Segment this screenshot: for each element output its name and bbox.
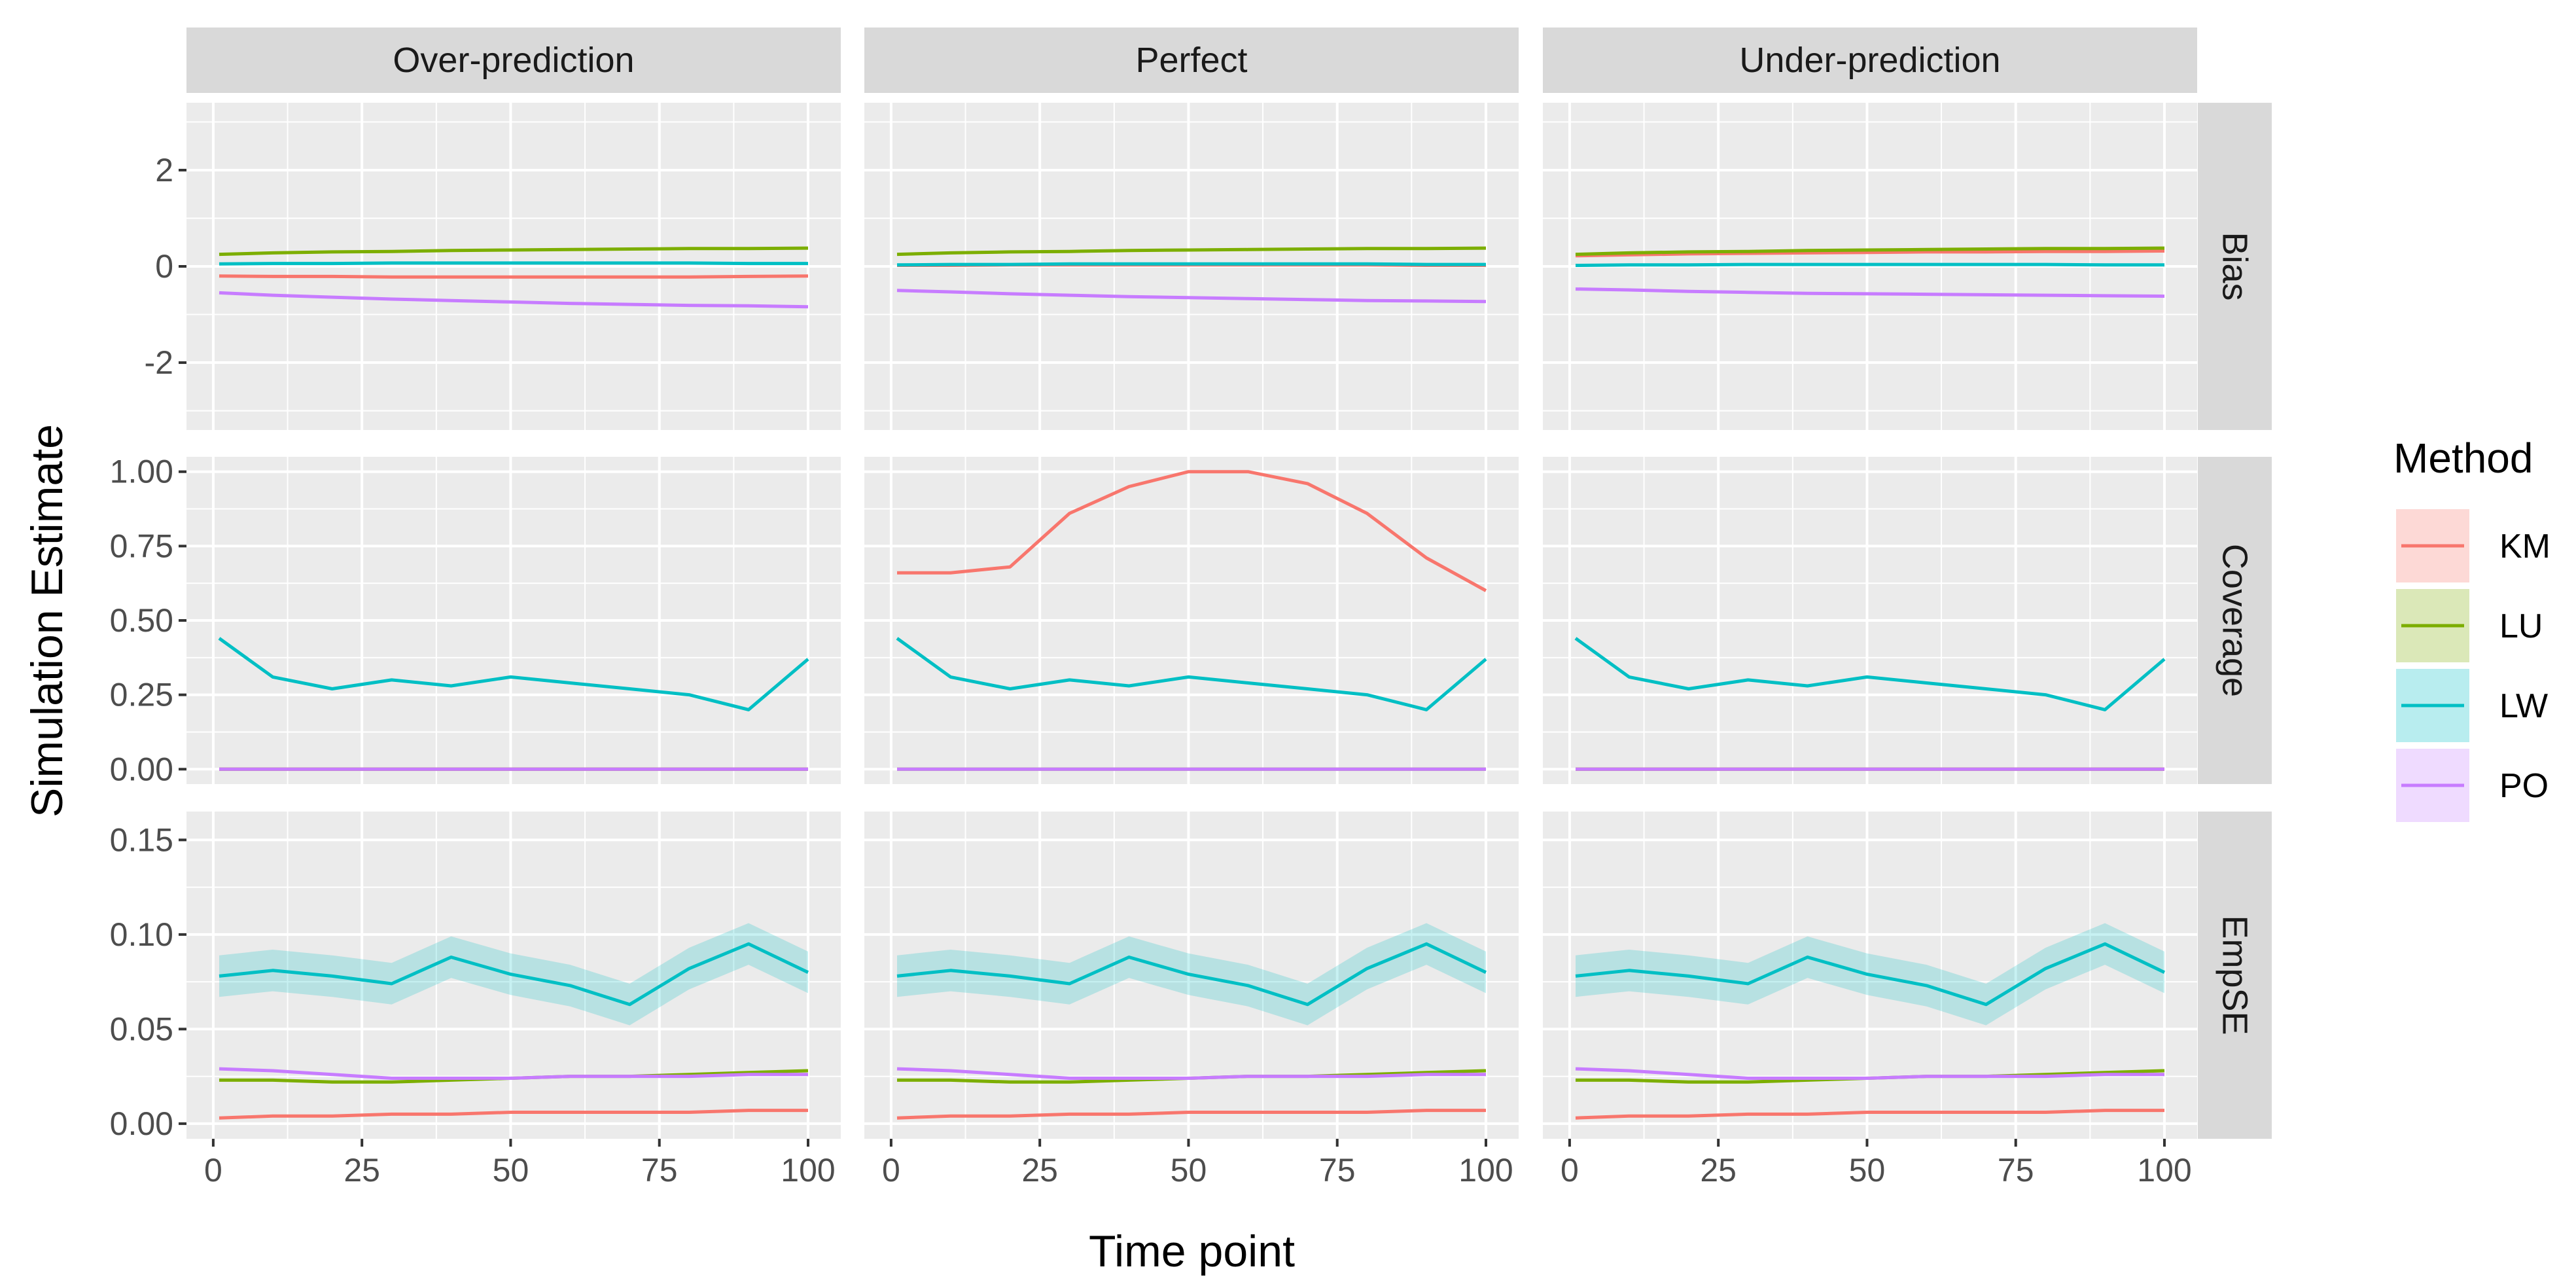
series-line-km: [896, 1109, 1486, 1120]
series-line-km: [219, 1109, 808, 1120]
x-tick-label: 75: [1998, 1152, 2034, 1189]
x-tick-label: 50: [493, 1152, 529, 1189]
row-strip-label: Coverage: [2215, 544, 2255, 697]
series-line-lw: [896, 637, 1487, 711]
x-tick-label: 100: [781, 1152, 835, 1189]
y-tick-label: 2: [155, 152, 173, 188]
y-tick-label: 0.50: [110, 602, 173, 639]
series-line-km: [1575, 249, 2165, 258]
series-line-lu: [219, 246, 809, 257]
series-line-km: [219, 274, 809, 279]
y-tick-label: 1.00: [110, 454, 173, 490]
series-line-po: [896, 1067, 1486, 1080]
panel-coverage-2: [1543, 457, 2197, 784]
legend-label-po: PO: [2499, 767, 2549, 805]
series-line-po: [1575, 287, 2165, 298]
row-strip-bias: [2198, 103, 2272, 430]
x-axis-title: Time point: [1089, 1226, 1295, 1276]
panel-empse-1: [864, 812, 1519, 1147]
series-line-lw: [896, 262, 1486, 267]
legend-label-lu: LU: [2499, 607, 2543, 645]
panel-bias-1: [864, 103, 1519, 430]
row-strip-coverage: [2198, 457, 2272, 784]
row-strip-empse: [2198, 812, 2272, 1139]
row-strip-label: Bias: [2215, 232, 2255, 300]
series-line-lw: [1575, 942, 2166, 1007]
x-tick-label: 100: [1458, 1152, 1513, 1189]
panel-bias-0: [179, 103, 841, 430]
legend-label-km: KM: [2499, 528, 2550, 565]
panel-empse-0: [179, 812, 841, 1147]
series-line-po: [896, 289, 1487, 304]
y-axis-title: Simulation Estimate: [22, 424, 72, 817]
column-strip-label: Perfect: [1135, 41, 1247, 80]
x-tick-label: 0: [882, 1152, 900, 1189]
x-tick-label: 75: [641, 1152, 678, 1189]
series-line-lw: [1574, 637, 2166, 711]
panel-coverage-0: [179, 457, 841, 784]
x-tick-label: 0: [204, 1152, 222, 1189]
y-tick-label: 0.05: [110, 1011, 173, 1047]
y-tick-label: 0.00: [110, 751, 173, 787]
column-strip-1: [864, 27, 1519, 93]
series-line-po: [219, 1067, 808, 1080]
y-tick-label: -2: [145, 344, 173, 381]
x-tick-label: 25: [1021, 1152, 1058, 1189]
column-strip-0: [186, 27, 841, 93]
x-tick-label: 100: [2137, 1152, 2191, 1189]
y-tick-label: 0.75: [110, 528, 173, 564]
x-tick-label: 50: [1849, 1152, 1886, 1189]
x-tick-label: 50: [1171, 1152, 1207, 1189]
panel-empse-2: [1543, 812, 2197, 1147]
column-strip-2: [1543, 27, 2197, 93]
column-strip-label: Over-prediction: [393, 41, 634, 80]
panel-bias-2: [1543, 103, 2197, 430]
row-strip-label: EmpSE: [2215, 915, 2255, 1035]
series-line-km: [1575, 1109, 2164, 1120]
y-tick-label: 0.10: [110, 916, 173, 953]
series-line-lw: [1575, 262, 2164, 267]
series-line-lu: [896, 246, 1487, 257]
legend-label-lw: LW: [2499, 687, 2548, 725]
legend: Method KM LU LW PO: [2393, 435, 2550, 822]
series-line-lw: [219, 942, 809, 1007]
series-line-po: [1575, 1067, 2164, 1080]
y-tick-label: 0.00: [110, 1105, 173, 1142]
x-tick-label: 75: [1319, 1152, 1356, 1189]
y-tick-label: 0.25: [110, 677, 173, 713]
panel-coverage-1: [864, 457, 1519, 784]
x-tick-label: 25: [344, 1152, 380, 1189]
series-line-lu: [1575, 246, 2165, 257]
series-line-km: [897, 470, 1487, 592]
series-line-lw: [219, 261, 808, 266]
series-line-lw: [896, 942, 1487, 1007]
y-tick-label: 0.15: [110, 821, 173, 858]
x-tick-label: 0: [1561, 1152, 1579, 1189]
y-tick-label: 0: [155, 248, 173, 285]
legend-title: Method: [2393, 435, 2533, 482]
series-line-po: [219, 291, 809, 309]
column-strip-label: Under-prediction: [1739, 41, 2000, 80]
series-line-lw: [218, 637, 809, 711]
x-tick-label: 25: [1700, 1152, 1737, 1189]
